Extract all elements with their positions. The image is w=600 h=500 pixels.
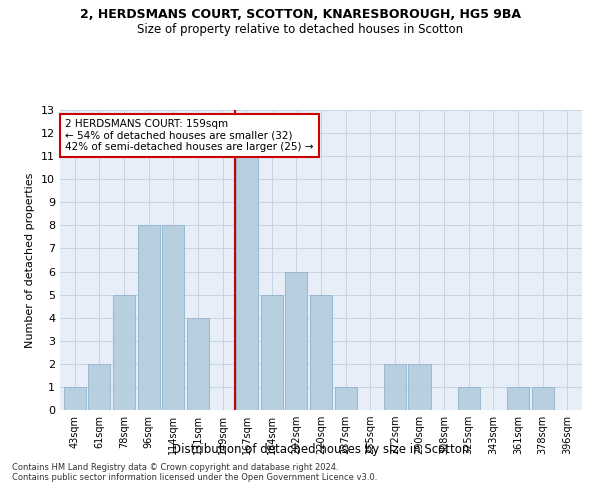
Bar xyxy=(88,364,110,410)
Bar xyxy=(187,318,209,410)
Bar xyxy=(285,272,307,410)
Text: Size of property relative to detached houses in Scotton: Size of property relative to detached ho… xyxy=(137,22,463,36)
Bar xyxy=(507,387,529,410)
Bar xyxy=(458,387,480,410)
Y-axis label: Number of detached properties: Number of detached properties xyxy=(25,172,35,348)
Bar xyxy=(113,294,135,410)
Bar xyxy=(236,156,258,410)
Bar xyxy=(335,387,357,410)
Text: Distribution of detached houses by size in Scotton: Distribution of detached houses by size … xyxy=(172,442,470,456)
Text: 2 HERDSMANS COURT: 159sqm
← 54% of detached houses are smaller (32)
42% of semi-: 2 HERDSMANS COURT: 159sqm ← 54% of detac… xyxy=(65,119,314,152)
Bar xyxy=(162,226,184,410)
Bar xyxy=(384,364,406,410)
Bar xyxy=(310,294,332,410)
Bar xyxy=(64,387,86,410)
Bar xyxy=(260,294,283,410)
Text: Contains HM Land Registry data © Crown copyright and database right 2024.: Contains HM Land Registry data © Crown c… xyxy=(12,464,338,472)
Text: Contains public sector information licensed under the Open Government Licence v3: Contains public sector information licen… xyxy=(12,474,377,482)
Text: 2, HERDSMANS COURT, SCOTTON, KNARESBOROUGH, HG5 9BA: 2, HERDSMANS COURT, SCOTTON, KNARESBOROU… xyxy=(79,8,521,20)
Bar xyxy=(409,364,431,410)
Bar xyxy=(137,226,160,410)
Bar xyxy=(532,387,554,410)
